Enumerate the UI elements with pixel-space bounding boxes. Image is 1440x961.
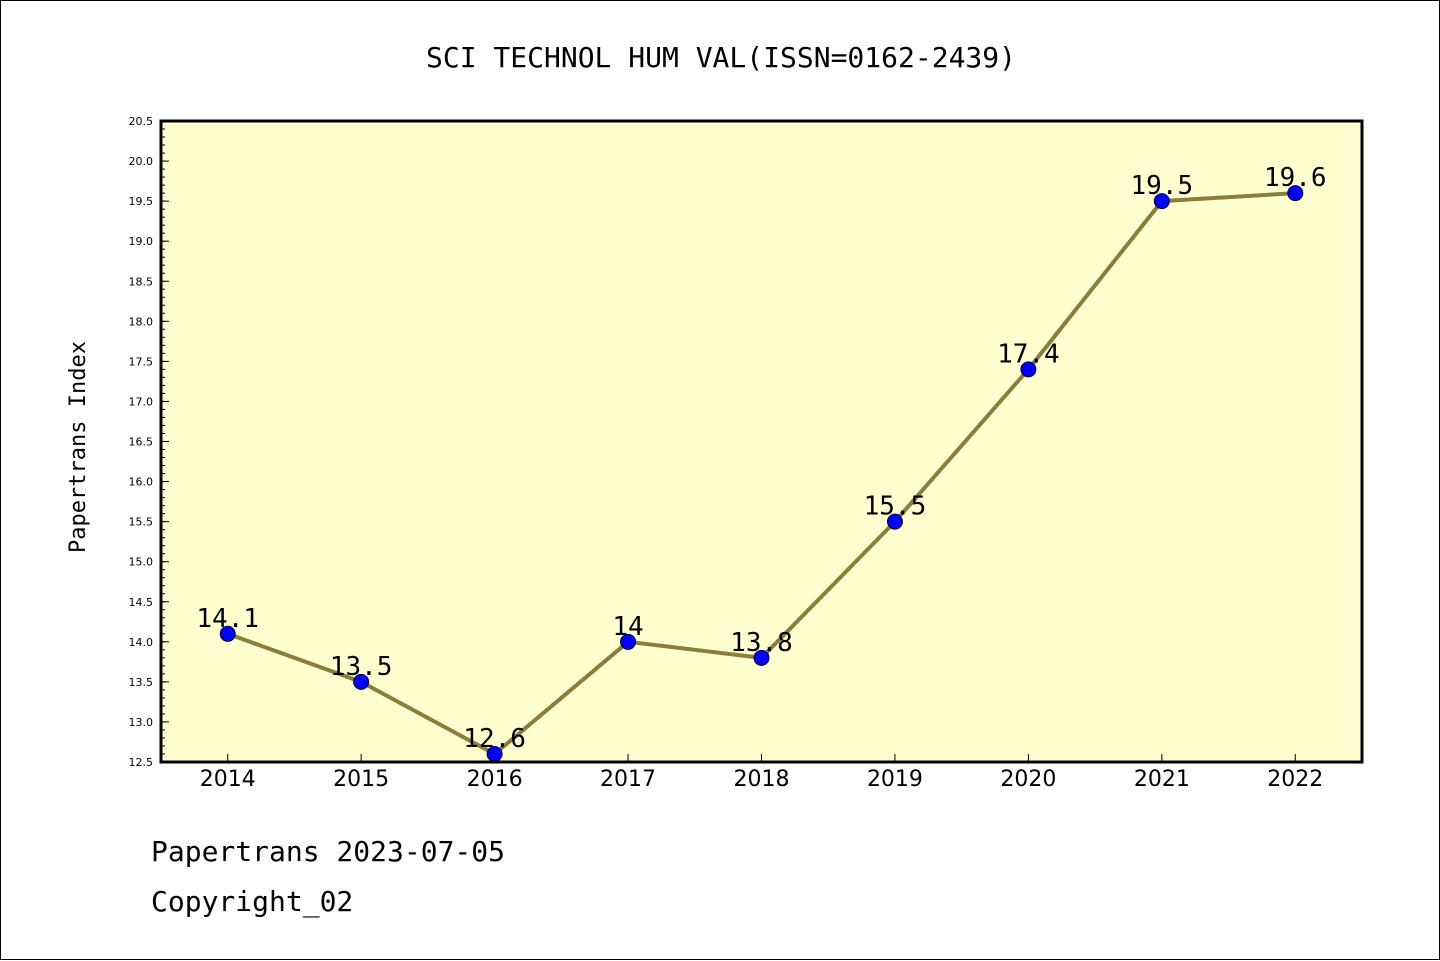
footer-date-text: Papertrans 2023-07-05 — [151, 835, 506, 868]
y-tick-label: 12.5 — [129, 756, 154, 769]
data-point — [753, 649, 770, 666]
data-point — [353, 673, 370, 690]
x-tick-label: 2021 — [1134, 767, 1190, 792]
data-point — [1287, 185, 1304, 202]
x-tick-label: 2017 — [600, 767, 656, 792]
data-point — [219, 625, 236, 642]
y-tick-label: 15.5 — [129, 516, 154, 529]
data-point — [886, 513, 903, 530]
y-tick-label: 13.0 — [129, 716, 154, 729]
y-tick-label: 13.5 — [129, 676, 154, 689]
y-tick-label: 19.5 — [129, 195, 154, 208]
data-label: 13.8 — [730, 628, 793, 658]
y-tick-label: 20.5 — [129, 115, 154, 128]
x-tick-label: 2022 — [1267, 767, 1323, 792]
y-axis: 12.5 13.0 13.5 14.0 14.5 15.0 15.5 16.0 16.5 17.0… — [129, 115, 169, 769]
data-label: 19.5 — [1131, 171, 1194, 201]
data-point — [1153, 193, 1170, 210]
y-axis-label: Papertrans Index — [66, 341, 91, 553]
y-tick-label: 14.5 — [129, 596, 154, 609]
data-label: 13.5 — [330, 652, 393, 682]
data-point — [1020, 361, 1037, 378]
y-tick-label: 14.0 — [129, 636, 154, 649]
x-tick-label: 2019 — [867, 767, 923, 792]
x-tick-label: 2016 — [467, 767, 523, 792]
plot-border — [159, 119, 1364, 764]
x-tick-label: 2014 — [200, 767, 256, 792]
y-tick-label: 16.0 — [129, 476, 154, 489]
y-tick-label: 18.5 — [129, 275, 154, 288]
data-label: 12.6 — [463, 724, 526, 754]
data-label: 17.4 — [997, 339, 1060, 369]
chart-title: SCI TECHNOL HUM VAL(ISSN=0162-2439) — [426, 41, 1016, 74]
data-label: 14 — [612, 612, 643, 642]
y-tick-label: 17.5 — [129, 355, 154, 368]
x-tick-label: 2015 — [333, 767, 389, 792]
y-tick-label: 20.0 — [129, 155, 154, 168]
y-tick-label: 15.0 — [129, 556, 154, 569]
series-layer: 14.1 13.5 12.6 14 13.8 15.5 17.4 19.5 19.6 — [196, 163, 1327, 762]
y-tick-label: 19.0 — [129, 235, 154, 248]
data-label: 19.6 — [1264, 163, 1327, 193]
data-label: 15.5 — [864, 492, 927, 522]
x-tick-label: 2018 — [734, 767, 790, 792]
footer-copyright-text: Copyright_02 — [151, 885, 354, 918]
x-tick-label: 2020 — [1000, 767, 1056, 792]
y-tick-label: 18.0 — [129, 315, 154, 328]
y-tick-label: 16.5 — [129, 436, 154, 449]
data-label: 14.1 — [196, 604, 259, 634]
y-tick-label: 17.0 — [129, 395, 154, 408]
data-point — [620, 633, 637, 650]
